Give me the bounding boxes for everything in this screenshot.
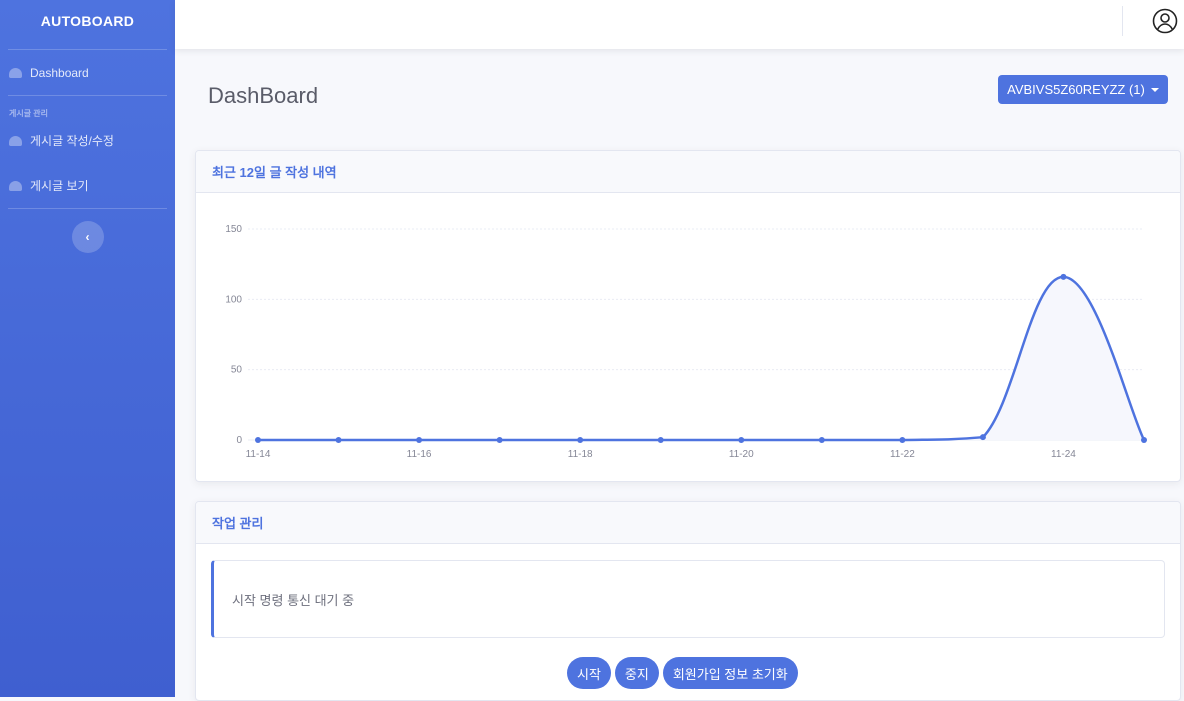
tachometer-icon: [9, 67, 22, 78]
sidebar-heading: 게시글 관리: [9, 109, 49, 118]
account-dropdown-label: AVBIVS5Z60REYZZ (1): [1007, 82, 1145, 97]
divider: [8, 49, 167, 50]
chart-card-title: 최근 12일 글 작성 내역: [196, 151, 1180, 193]
task-card: 작업 관리 시작 명령 통신 대기 중 시작 중지 회원가입 정보 초기화: [195, 501, 1181, 701]
x-tick-label: 11-14: [246, 449, 271, 460]
sidebar-item-view-posts[interactable]: 게시글 보기: [0, 163, 175, 208]
sidebar-item-dashboard[interactable]: Dashboard: [0, 50, 175, 95]
divider: [8, 95, 167, 96]
topbar: [175, 0, 1184, 49]
divider: [8, 208, 167, 209]
page-title: DashBoard: [208, 83, 319, 108]
data-point: [818, 437, 825, 443]
data-point: [577, 437, 584, 443]
series-area: [258, 276, 1144, 440]
data-point: [979, 434, 986, 441]
y-tick-label: 100: [225, 294, 242, 305]
divider: [1122, 6, 1123, 36]
chart-card: 최근 12일 글 작성 내역 0 50 100 150 11-14 11-16 11-18 1…: [195, 150, 1181, 482]
status-message: 시작 명령 통신 대기 중: [211, 560, 1165, 638]
y-tick-label: 50: [231, 365, 243, 376]
sidebar-item-label: Dashboard: [30, 65, 89, 80]
data-point: [335, 437, 342, 443]
caret-down-icon: [1150, 87, 1159, 92]
chevron-left-icon: ‹: [85, 230, 90, 244]
sidebar-item-write-post[interactable]: 게시글 작성/수정: [0, 118, 175, 163]
stop-button[interactable]: 중지: [614, 657, 659, 689]
x-tick-label: 11-24: [1051, 449, 1076, 460]
data-point: [496, 437, 503, 443]
data-point: [1141, 437, 1147, 443]
sidebar: AUTOBOARD Dashboard 게시글 관리 게시글 작성/수정 게시글…: [0, 0, 175, 697]
data-point: [1060, 273, 1067, 280]
x-tick-label: 11-16: [407, 449, 432, 460]
data-point: [738, 437, 745, 443]
tachometer-icon: [9, 180, 22, 191]
tachometer-icon: [9, 135, 22, 146]
data-point: [899, 437, 906, 443]
account-dropdown-button[interactable]: AVBIVS5Z60REYZZ (1): [998, 75, 1168, 104]
x-tick-label: 11-20: [729, 449, 754, 460]
data-point: [416, 437, 423, 443]
data-point: [255, 437, 261, 443]
sidebar-toggle-button[interactable]: ‹: [71, 221, 104, 253]
sidebar-item-label: 게시글 보기: [30, 179, 89, 193]
brand-logo[interactable]: AUTOBOARD: [40, 12, 135, 29]
start-button[interactable]: 시작: [567, 657, 611, 689]
reset-signup-info-button[interactable]: 회원가입 정보 초기화: [662, 657, 798, 689]
y-tick-label: 0: [236, 435, 242, 446]
x-tick-label: 11-22: [890, 449, 915, 460]
task-card-title: 작업 관리: [196, 502, 1180, 544]
y-tick-label: 150: [225, 224, 242, 235]
x-tick-label: 11-18: [568, 449, 593, 460]
data-point: [657, 437, 664, 443]
user-circle-icon[interactable]: [1152, 8, 1178, 34]
line-chart: 0 50 100 150 11-14 11-16 11-18 11-20 11-22 11-24: [225, 224, 1147, 460]
sidebar-item-label: 게시글 작성/수정: [30, 134, 114, 148]
